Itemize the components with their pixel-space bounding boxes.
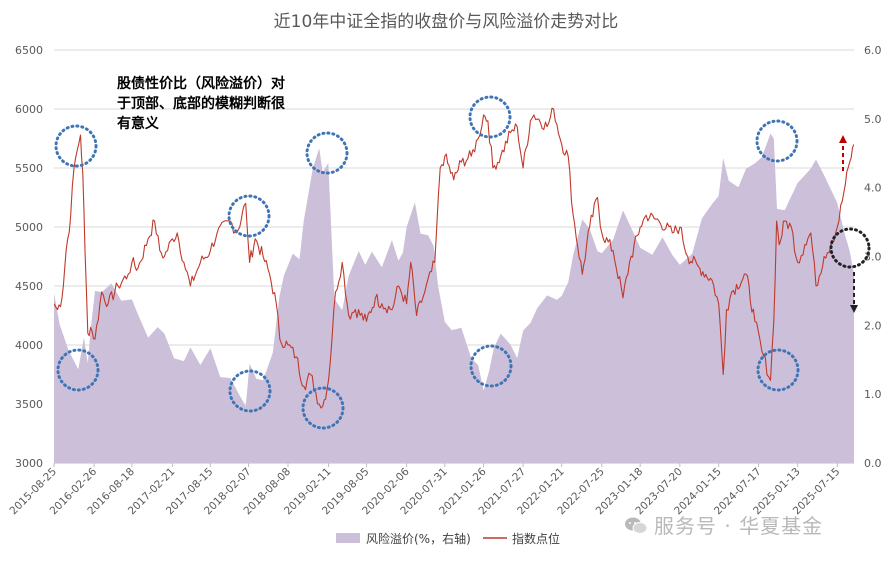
left-tick-label: 6000 xyxy=(15,103,43,116)
bottom-marker-circle xyxy=(756,348,800,392)
left-tick-label: 5000 xyxy=(15,221,43,234)
right-tick-label: 4.0 xyxy=(864,182,882,195)
top-marker-circle xyxy=(227,194,271,238)
left-tick-label: 4500 xyxy=(15,280,43,293)
right-tick-label: 0.0 xyxy=(864,457,882,470)
annotation-line-1: 股债性价比（风险溢价）对 xyxy=(117,75,285,92)
legend-label-area: 风险溢价(%，右轴) xyxy=(366,531,471,546)
bottom-marker-circle xyxy=(301,386,345,430)
top-marker-circle xyxy=(54,124,98,168)
left-tick-label: 4000 xyxy=(15,339,43,352)
chart-title: 近10年中证全指的收盘价与风险溢价走势对比 xyxy=(274,12,619,32)
watermark: 服务号 · 华夏基金 xyxy=(624,510,823,539)
left-tick-label: 3000 xyxy=(15,457,43,470)
left-tick-label: 5500 xyxy=(15,162,43,175)
annotation-text: 股债性价比（风险溢价）对 于顶部、底部的模糊判断很 有意义 xyxy=(117,75,286,132)
bottom-marker-circle xyxy=(469,344,513,388)
watermark-text: 服务号 · 华夏基金 xyxy=(654,514,824,538)
wechat-icon xyxy=(625,517,648,534)
legend-label-line: 指数点位 xyxy=(512,531,560,546)
left-tick-label: 6500 xyxy=(15,44,43,57)
index-level-line xyxy=(54,107,854,409)
right-tick-label: 5.0 xyxy=(864,113,882,126)
top-marker-circle xyxy=(305,131,349,175)
current-marker-circle xyxy=(829,227,871,269)
risk-premium-area xyxy=(54,133,854,463)
bottom-marker-circle xyxy=(56,348,100,392)
annotation-line-2: 于顶部、底部的模糊判断很 xyxy=(117,95,286,112)
legend: 风险溢价(%，右轴) 指数点位 xyxy=(336,531,560,546)
top-marker-circle xyxy=(755,119,799,163)
left-axis: 3000 3500 4000 4500 5000 5500 6000 6500 xyxy=(15,44,43,470)
right-tick-label: 2.0 xyxy=(864,319,882,332)
annotation-line-3: 有意义 xyxy=(117,115,159,132)
top-marker-circle xyxy=(468,95,512,139)
bottom-marker-circle xyxy=(228,369,272,413)
legend-swatch-area xyxy=(336,533,360,543)
highlight-circles xyxy=(54,95,871,430)
right-tick-label: 6.0 xyxy=(864,44,882,57)
right-tick-label: 1.0 xyxy=(864,388,882,401)
left-tick-label: 3500 xyxy=(15,398,43,411)
